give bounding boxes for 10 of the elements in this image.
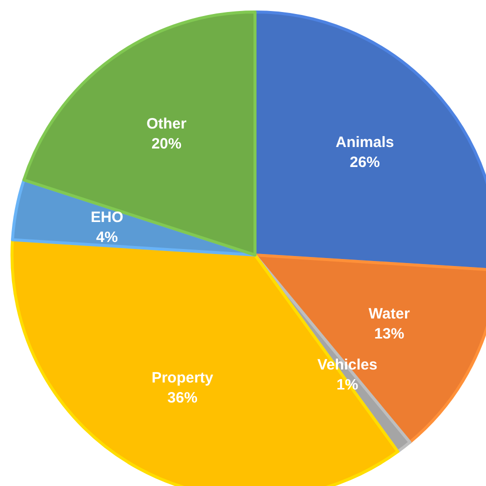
slice-label: Animals <box>336 134 394 152</box>
data-label: 36% <box>167 389 198 406</box>
slice-label: EHO <box>90 209 124 226</box>
slice-label: Other <box>146 115 187 132</box>
data-label: 13% <box>374 326 404 343</box>
data-label: 4% <box>96 229 118 246</box>
slice-label: Property <box>152 369 214 386</box>
data-label: 20% <box>151 135 182 152</box>
data-label: 26% <box>350 154 380 172</box>
slice-label: Water <box>368 306 410 323</box>
